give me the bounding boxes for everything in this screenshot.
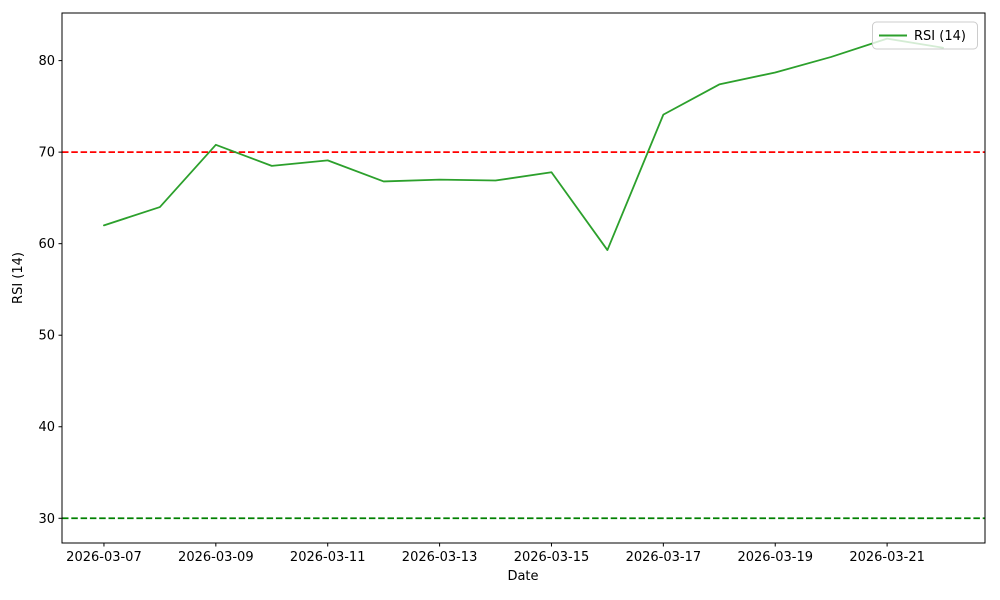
x-axis-label: Date <box>507 569 538 584</box>
x-tick-label: 2026-03-07 <box>66 550 142 565</box>
axes-ticks: 30 40 50 60 70 80 2026-03-07 2026-03-09 2026-03-… <box>38 54 924 565</box>
y-tick-label: 60 <box>38 237 55 252</box>
y-tick-label: 30 <box>38 512 55 527</box>
reference-lines <box>62 151 985 520</box>
x-tick-label: 2026-03-09 <box>178 550 254 565</box>
x-tick-label: 2026-03-11 <box>290 550 366 565</box>
legend-box <box>872 21 978 50</box>
axes-frame <box>61 12 986 544</box>
x-tick-label: 2026-03-15 <box>514 550 590 565</box>
rsi-series <box>103 37 944 251</box>
x-tick-label: 2026-03-21 <box>849 550 925 565</box>
axis-labels: Date RSI (14) <box>11 252 539 584</box>
y-tick-label: 80 <box>38 54 55 69</box>
x-tick-label: 2026-03-13 <box>402 550 478 565</box>
y-tick-label: 50 <box>38 329 55 344</box>
rsi-line <box>103 37 944 251</box>
legend-label: RSI (14) <box>914 29 966 44</box>
y-axis-label: RSI (14) <box>11 252 26 304</box>
plot-area-border <box>61 12 986 544</box>
legend: RSI (14) <box>872 21 978 50</box>
x-tick-label: 2026-03-19 <box>737 550 813 565</box>
y-tick-label: 70 <box>38 146 55 161</box>
y-tick-label: 40 <box>38 420 55 435</box>
x-tick-label: 2026-03-17 <box>626 550 702 565</box>
